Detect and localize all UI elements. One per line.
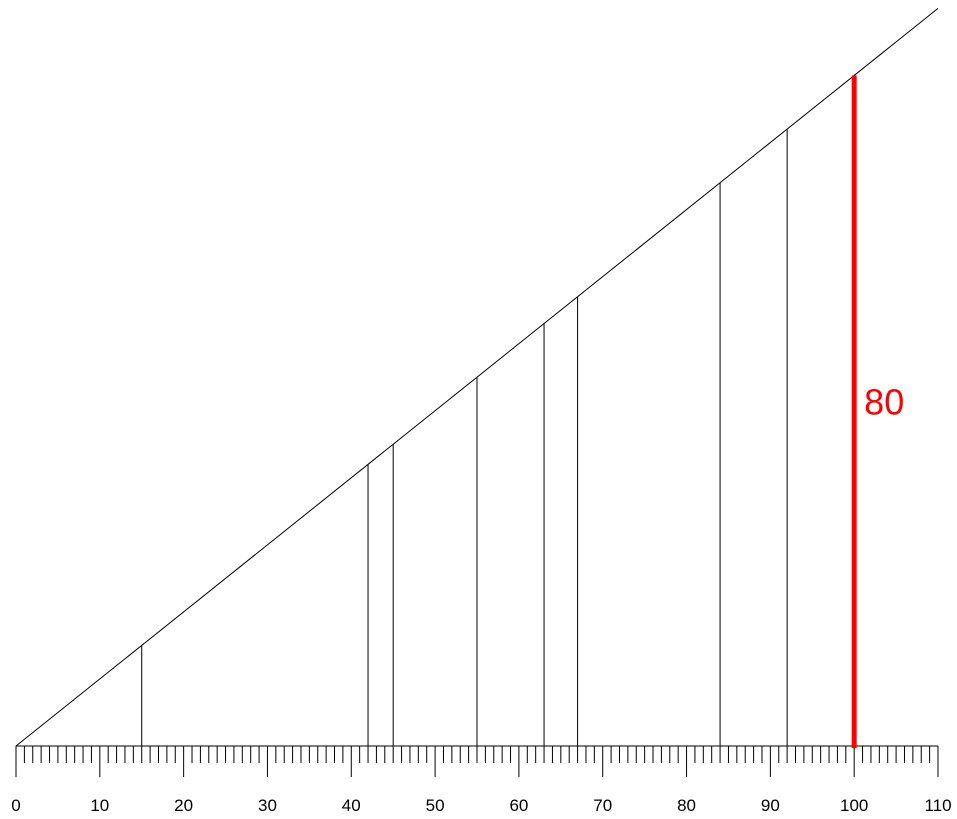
highlight-label: 80 (864, 382, 904, 423)
x-tick-label: 0 (11, 796, 20, 815)
x-tick-label: 90 (761, 796, 780, 815)
diagonal-line (15, 8, 939, 747)
x-tick-label: 60 (509, 796, 528, 815)
x-tick-label: 100 (840, 796, 868, 815)
vertical-lines (141, 129, 788, 746)
x-tick-label: 70 (593, 796, 612, 815)
x-tick-label: 50 (426, 796, 445, 815)
x-tick-label: 110 (924, 796, 951, 815)
x-tick-label: 20 (174, 796, 193, 815)
x-tick-label: 10 (90, 796, 109, 815)
highlight: 80 (851, 75, 904, 748)
x-tick-label: 30 (258, 796, 277, 815)
x-tick-label: 40 (342, 796, 361, 815)
diagonal (15, 8, 939, 747)
x-tick-label: 80 (677, 796, 696, 815)
x-axis: 0 10 20 30 40 50 60 70 80 90 100 110 (11, 745, 952, 815)
